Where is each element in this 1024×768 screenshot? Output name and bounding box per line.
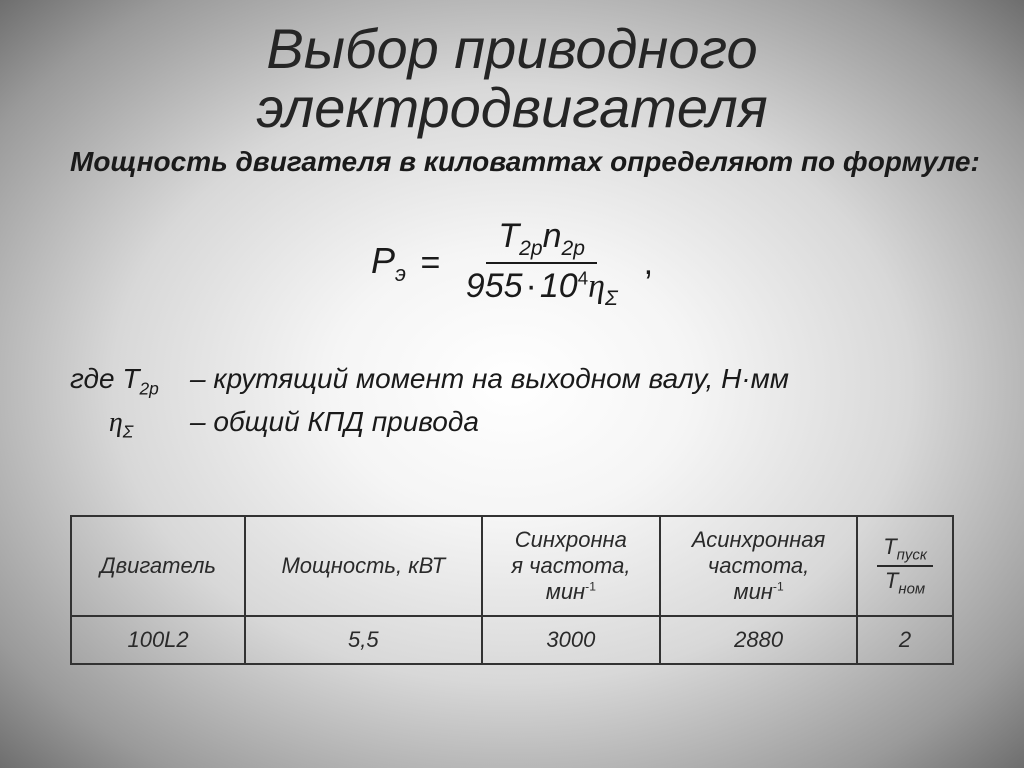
ratio-top: Tпуск (877, 534, 933, 567)
title-line-2: электродвигателя (256, 76, 767, 139)
table-wrapper: Двигатель Мощность, кВТ Синхронна я част… (0, 515, 1024, 665)
desc1-pre: где (70, 363, 122, 394)
th-sync-l2: я частота, (511, 553, 630, 578)
num-n-sub: 2р (562, 236, 585, 259)
formula: Pэ = T2рn2р 955·104ηΣ , (0, 218, 1024, 310)
th-async-l2: частота, (708, 553, 809, 578)
table-row: 100L2 5,5 3000 2880 2 (71, 616, 953, 664)
fraction: T2рn2р 955·104ηΣ (454, 218, 630, 310)
ratio-bot-T: T (885, 568, 898, 593)
desc-line-1: где T2р – крутящий момент на выходном ва… (70, 358, 1024, 402)
th-async-l1: Асинхронная (692, 527, 825, 552)
th-engine: Двигатель (71, 516, 245, 616)
title-line-1: Выбор приводного (266, 17, 757, 80)
num-n: n (543, 217, 562, 255)
th-async-exp: -1 (773, 579, 784, 593)
den-const: 955 (466, 267, 523, 305)
trailing-comma: , (644, 244, 653, 283)
cell-async: 2880 (660, 616, 857, 664)
slide-title: Выбор приводного электродвигателя (0, 20, 1024, 138)
formula-lhs: Pэ (371, 240, 406, 287)
num-T: T (498, 217, 519, 255)
desc2-sym: η (109, 407, 123, 438)
desc1-text: – крутящий момент на выходном валу, Н·мм (190, 358, 789, 400)
ratio-bot-sub: ном (898, 580, 925, 597)
subtitle: Мощность двигателя в киловаттах определя… (0, 146, 1024, 178)
description-block: где T2р – крутящий момент на выходном ва… (0, 358, 1024, 445)
lhs-sub: э (395, 261, 406, 286)
den-eta-sub: Σ (605, 286, 618, 309)
ratio-top-sub: пуск (897, 547, 927, 564)
desc-line-2: ηΣ – общий КПД привода (70, 401, 1024, 445)
den-eta: η (588, 268, 605, 305)
ratio-top-T: T (883, 534, 896, 559)
lhs-var: P (371, 240, 395, 281)
th-ratio: Tпуск Tном (857, 516, 953, 616)
den-exp: 4 (578, 267, 588, 288)
th-sync-exp: -1 (585, 579, 596, 593)
ratio-fraction: Tпуск Tном (877, 534, 933, 597)
th-async: Асинхронная частота, мин-1 (660, 516, 857, 616)
th-sync-unit: мин (546, 579, 585, 604)
equals-sign: = (420, 244, 440, 283)
th-async-unit: мин (733, 579, 772, 604)
th-sync-l1: Синхронна (515, 527, 627, 552)
denominator: 955·104ηΣ (454, 264, 630, 310)
desc1-sub: 2р (139, 378, 158, 398)
th-power: Мощность, кВТ (245, 516, 481, 616)
th-sync: Синхронна я частота, мин-1 (482, 516, 661, 616)
cell-ratio: 2 (857, 616, 953, 664)
dot-icon: · (523, 267, 540, 305)
cell-power: 5,5 (245, 616, 481, 664)
num-T-sub: 2р (519, 236, 542, 259)
table-header-row: Двигатель Мощность, кВТ Синхронна я част… (71, 516, 953, 616)
motor-table: Двигатель Мощность, кВТ Синхронна я част… (70, 515, 954, 665)
den-ten: 10 (540, 267, 578, 305)
cell-engine: 100L2 (71, 616, 245, 664)
cell-sync: 3000 (482, 616, 661, 664)
slide: Выбор приводного электродвигателя Мощнос… (0, 0, 1024, 768)
desc1-symbol: где T2р (70, 358, 190, 402)
desc1-sym: T (122, 363, 139, 394)
numerator: T2рn2р (486, 218, 597, 264)
desc2-text: – общий КПД привода (190, 401, 479, 443)
desc2-symbol: ηΣ (70, 401, 190, 445)
desc2-sub: Σ (123, 422, 133, 442)
ratio-bot: Tном (879, 567, 931, 598)
